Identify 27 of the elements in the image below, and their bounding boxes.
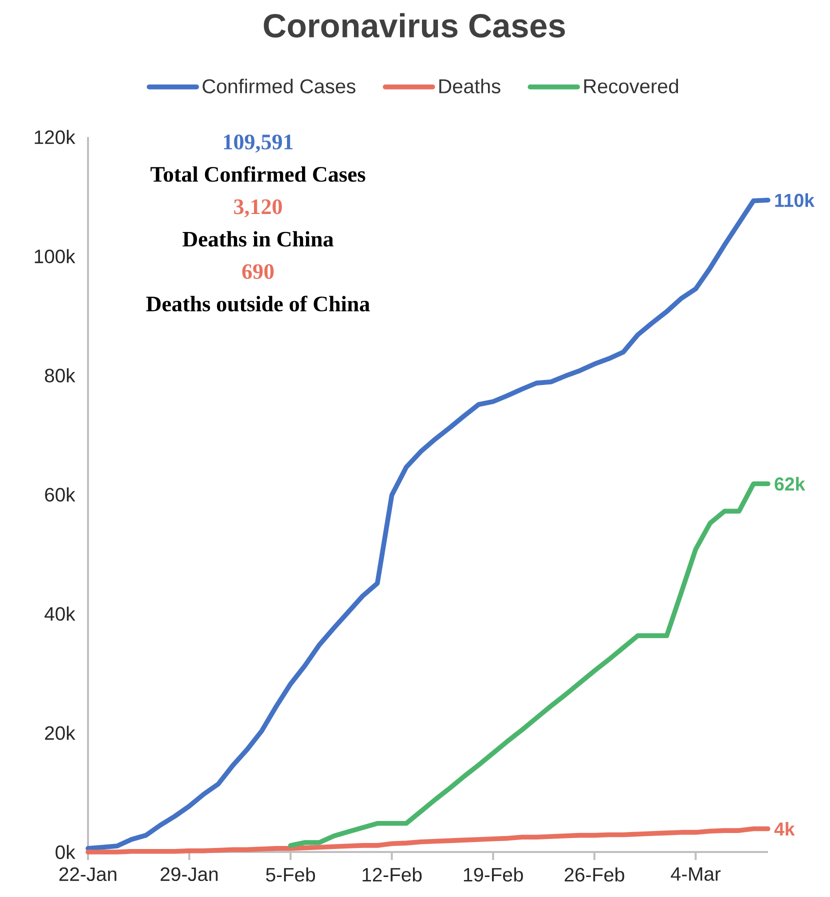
text: 62k [774,476,806,491]
y-tick-label: 80k [44,368,76,382]
y-tick-label: 0k [56,844,76,860]
x-tick-label: 5-Feb [266,867,315,882]
annotation: Deaths outside of China [146,296,370,312]
y-tick-label: 100k [34,249,76,264]
chart-title: Coronavirus Cases [264,13,565,38]
x-tick-label: 19-Feb [464,867,523,882]
text: 4k [774,822,795,836]
annotation: 109,591 [224,134,293,153]
annotation: Deaths in China [182,231,334,247]
x-tick-label: 29-Jan [160,867,218,882]
x-tick-label: 26-Feb [564,867,624,882]
y-tick-label: 120k [34,130,76,144]
x-tick-label: 22-Jan [59,867,116,882]
text: 110k [775,193,815,208]
annotation: 690 [242,264,274,279]
x-tick-label: 12-Feb [362,867,422,882]
legend-label: Deaths [439,78,500,94]
annotation: 3,120 [234,199,282,218]
y-tick-label: 60k [45,487,76,502]
x-tick-label: 4-Mar [670,867,721,881]
annotation: Total Confirmed Cases [150,166,366,182]
legend-label: Recovered [584,78,678,94]
y-tick-label: 40k [44,606,76,621]
legend-label: Confirmed Cases [202,78,356,94]
y-tick-label: 20k [45,726,76,740]
